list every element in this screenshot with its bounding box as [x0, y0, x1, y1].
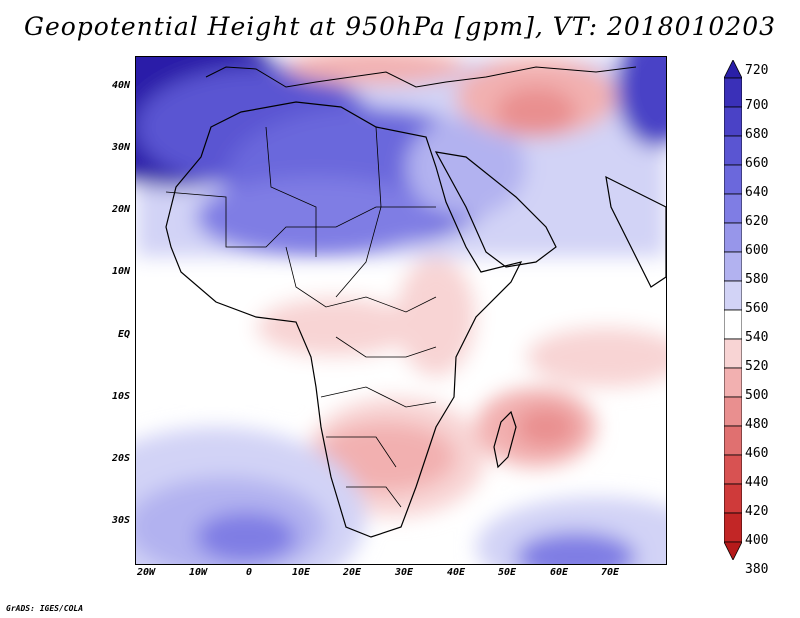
lat-label: 30N [111, 142, 130, 153]
lon-label: 70E [600, 567, 620, 578]
colorbar-swatch [724, 135, 742, 166]
colorbar [724, 60, 742, 560]
colorbar-level-label: 620 [745, 214, 769, 229]
africa-coastline [165, 101, 523, 538]
madagascar-coastline [493, 410, 517, 469]
colorbar-level-label: 420 [745, 504, 769, 519]
colorbar-top-arrow [724, 60, 742, 79]
colorbar-level-label: 700 [745, 98, 769, 113]
lat-label: 20N [111, 204, 130, 215]
map-frame [135, 56, 667, 565]
colorbar-swatch [724, 309, 742, 340]
colorbar-swatch [724, 396, 742, 427]
lat-label: 40N [111, 80, 130, 91]
lon-label: 10W [188, 567, 208, 578]
colorbar-level-label: 380 [745, 562, 769, 577]
colorbar-level-label: 500 [745, 388, 769, 403]
colorbar-level-label: 460 [745, 446, 769, 461]
lon-label: 0 [245, 567, 253, 578]
colorbar-level-label: 600 [745, 243, 769, 258]
colorbar-level-label: 520 [745, 359, 769, 374]
arabia-coastline [434, 151, 557, 268]
colorbar-level-label: 560 [745, 301, 769, 316]
colorbar-swatch [724, 106, 742, 137]
lat-label: EQ [117, 329, 130, 340]
colorbar-bottom-arrow [724, 541, 742, 560]
lon-label: 50E [497, 567, 517, 578]
colorbar-level-label: 660 [745, 156, 769, 171]
colorbar-swatch [724, 77, 742, 108]
colorbar-swatch [724, 164, 742, 195]
colorbar-swatch [724, 251, 742, 282]
lon-label: 60E [549, 567, 569, 578]
india-coastline [605, 175, 666, 288]
colorbar-swatch [724, 454, 742, 485]
lon-label: 10E [291, 567, 311, 578]
colorbar-swatch [724, 425, 742, 456]
colorbar-level-label: 440 [745, 475, 769, 490]
colorbar-swatch [724, 367, 742, 398]
lon-label: 20W [136, 567, 156, 578]
height-field [136, 57, 666, 564]
colorbar-level-label: 400 [745, 533, 769, 548]
colorbar-level-label: 720 [745, 63, 769, 78]
lon-label: 20E [342, 567, 362, 578]
lat-label: 10S [111, 391, 130, 402]
colorbar-level-label: 580 [745, 272, 769, 287]
colorbar-swatch [724, 222, 742, 253]
europe-coastline [205, 66, 637, 88]
map-canvas [136, 57, 666, 564]
colorbar-swatch [724, 280, 742, 311]
colorbar-level-label: 680 [745, 127, 769, 142]
lat-label: 20S [111, 453, 130, 464]
credit-text: GrADS: IGES/COLA [6, 604, 84, 613]
colorbar-swatch [724, 483, 742, 514]
lat-label: 30S [111, 515, 130, 526]
country-borders [165, 126, 437, 508]
colorbar-swatch [724, 338, 742, 369]
colorbar-level-label: 540 [745, 330, 769, 345]
map-title: Geopotential Height at 950hPa [gpm], VT:… [23, 12, 777, 41]
colorbar-level-label: 480 [745, 417, 769, 432]
colorbar-level-label: 640 [745, 185, 769, 200]
colorbar-swatch [724, 512, 742, 543]
colorbar-swatch [724, 193, 742, 224]
lat-label: 10N [111, 266, 130, 277]
lon-label: 30E [394, 567, 414, 578]
lon-label: 40E [446, 567, 466, 578]
